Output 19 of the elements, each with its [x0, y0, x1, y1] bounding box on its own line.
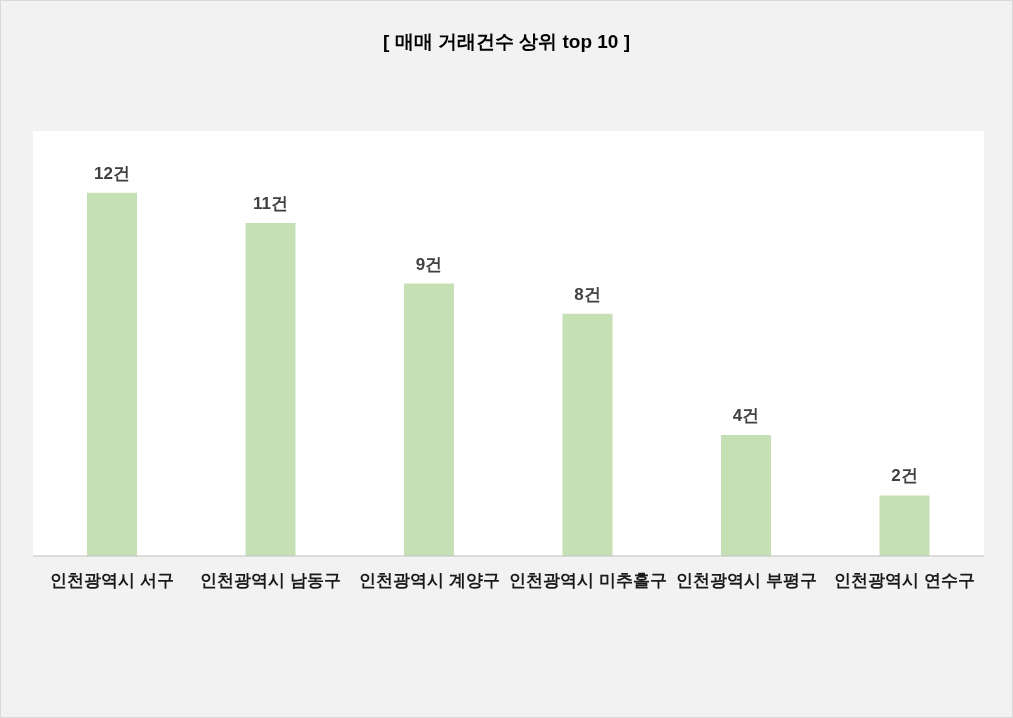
bar [87, 192, 137, 556]
data-label: 2건 [891, 466, 918, 486]
bar [245, 223, 296, 556]
x-tick-label: 인천광역시 남동구 [200, 571, 342, 590]
x-tick-label: 인천광역시 서구 [50, 571, 175, 590]
data-label: 8건 [574, 284, 601, 304]
x-tick-label: 인천광역시 부평구 [675, 571, 817, 590]
data-label: 11건 [253, 194, 288, 214]
data-label: 4건 [732, 405, 760, 425]
data-label: 9건 [415, 254, 443, 274]
bar [721, 434, 771, 556]
x-tick-label: 인천광역시 연수구 [834, 571, 976, 590]
chart-title: [ 매매 거래건수 상위 top 10 ] [382, 30, 631, 54]
bar [404, 283, 454, 556]
bar [562, 313, 613, 556]
bar [879, 495, 930, 556]
x-tick-label: 인천광역시 미추홀구 [508, 571, 667, 590]
x-tick-label: 인천광역시 계양구 [358, 571, 500, 590]
data-label: 12건 [94, 163, 130, 183]
